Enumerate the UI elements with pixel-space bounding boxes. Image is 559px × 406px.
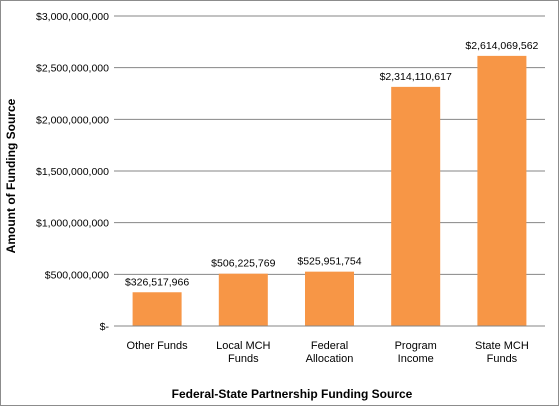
gridlines xyxy=(114,15,545,275)
y-tick-label: $- xyxy=(100,321,110,333)
data-label: $525,951,754 xyxy=(297,256,361,268)
x-category-label: Federal xyxy=(311,340,348,352)
data-labels: $326,517,966 $506,225,769 $525,951,754 $2,3… xyxy=(125,40,539,288)
y-axis-tick-labels: $- $500,000,000 $1,000,000,000 $1,500,000,0… xyxy=(36,11,109,333)
y-tick-label: $2,000,000,000 xyxy=(36,114,109,126)
y-tick-label: $1,000,000,000 xyxy=(36,218,109,230)
bar xyxy=(391,86,441,326)
x-category-label: Other Funds xyxy=(127,340,189,352)
x-category-label: Local MCH xyxy=(216,340,270,352)
x-axis-title: Federal-State Partnership Funding Source xyxy=(172,387,413,401)
data-label: $506,225,769 xyxy=(211,258,275,270)
bars xyxy=(132,55,527,326)
y-tick-label: $2,500,000,000 xyxy=(36,63,109,75)
data-label: $2,614,069,562 xyxy=(465,40,538,52)
data-label: $2,314,110,617 xyxy=(380,71,452,83)
bar xyxy=(477,55,527,326)
bar xyxy=(218,273,268,326)
x-category-label: Funds xyxy=(228,353,259,365)
x-category-label: Allocation xyxy=(306,353,354,365)
bar xyxy=(305,271,354,326)
data-label: $326,517,966 xyxy=(125,276,189,288)
x-category-label: Funds xyxy=(487,353,518,365)
y-tick-label: $1,500,000,000 xyxy=(36,166,109,178)
y-tick-label: $3,000,000,000 xyxy=(36,11,109,23)
y-tick-label: $500,000,000 xyxy=(45,269,109,281)
x-category-label: State MCH xyxy=(475,340,529,352)
bar xyxy=(132,292,182,326)
y-axis-title: Amount of Funding Source xyxy=(4,98,18,253)
x-axis-category-labels: Other Funds Local MCHFundsFederalAllocati… xyxy=(127,340,529,365)
x-category-label: Program xyxy=(395,340,437,352)
x-category-label: Income xyxy=(398,353,434,365)
